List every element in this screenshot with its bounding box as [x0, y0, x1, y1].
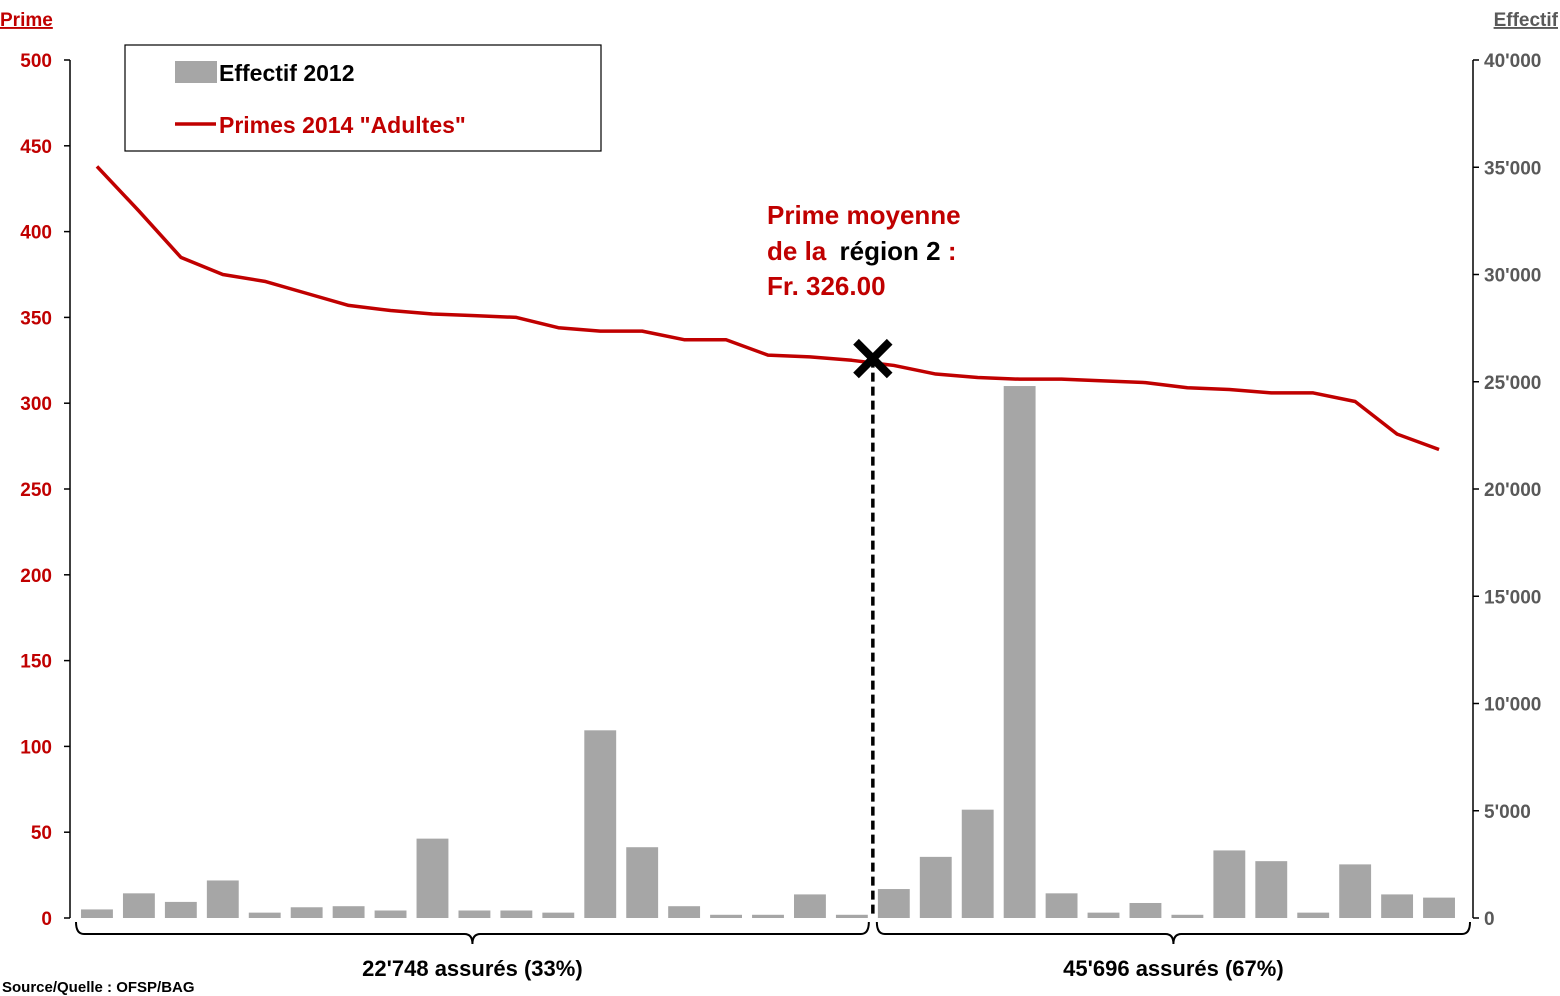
bar-effectif [332, 906, 365, 918]
left-tick-label: 450 [20, 137, 52, 158]
right-tick-label: 25'000 [1484, 373, 1541, 394]
bar-effectif [122, 893, 155, 918]
bar-effectif [374, 910, 407, 918]
bar-effectif [1297, 912, 1330, 918]
bar-effectif [416, 838, 449, 918]
group-braces [75, 921, 1471, 945]
right-axis-ticks: 0 5'000 10'000 15'000 20'000 25'000 30'000 35'0… [1473, 51, 1541, 930]
bar-effectif [584, 730, 617, 918]
bar-effectif [835, 914, 868, 918]
bar-series-effectif [81, 386, 1455, 918]
bar-effectif [1381, 894, 1414, 918]
right-tick-label: 35'000 [1484, 158, 1541, 179]
bar-effectif [1213, 850, 1246, 918]
annotation-line1: Prime moyenne [767, 200, 961, 230]
annotation-line2-region: région 2 [839, 236, 940, 266]
bar-effectif [248, 912, 281, 918]
bar-effectif [668, 906, 701, 918]
bar-effectif [290, 907, 323, 918]
bar-effectif [919, 856, 952, 918]
mean-x-stroke [853, 338, 893, 379]
right-tick-label: 15'000 [1484, 587, 1541, 608]
bar-effectif [1423, 897, 1455, 918]
right-tick-label: 0 [1484, 909, 1495, 930]
annotation-line2: de la région 2 : [767, 236, 957, 266]
bar-effectif [752, 914, 784, 918]
group-brace [875, 921, 1471, 945]
bar-effectif [1339, 864, 1372, 918]
left-axis-title: Prime [0, 10, 53, 31]
group-brace [75, 921, 870, 945]
bar-effectif [1003, 386, 1036, 918]
right-tick-label: 30'000 [1484, 266, 1541, 287]
left-tick-label: 200 [20, 566, 52, 587]
bar-effectif [206, 880, 239, 918]
left-tick-label: 350 [20, 308, 52, 329]
bar-effectif [1129, 902, 1162, 918]
mean-x-marker [853, 338, 893, 379]
right-tick-label: 20'000 [1484, 480, 1541, 501]
right-tick-label: 10'000 [1484, 695, 1541, 716]
right-axis-title: Effectif [1494, 10, 1559, 31]
group-label-right: 45'696 assurés (67%) [1063, 956, 1284, 981]
annotation-line2-colon: : [941, 236, 957, 266]
bar-effectif [500, 910, 533, 918]
left-tick-label: 50 [31, 823, 52, 844]
left-tick-label: 100 [20, 737, 52, 758]
legend-bar-swatch [175, 61, 217, 83]
bar-effectif [1087, 912, 1120, 918]
source-note: Source/Quelle : OFSP/BAG [2, 979, 195, 996]
right-tick-label: 40'000 [1484, 51, 1541, 72]
left-tick-label: 150 [20, 652, 52, 673]
left-tick-label: 500 [20, 51, 52, 72]
bar-effectif [794, 894, 826, 918]
bar-effectif [877, 889, 910, 918]
right-tick-label: 5'000 [1484, 802, 1531, 823]
left-tick-label: 250 [20, 480, 52, 501]
annotation-line3: Fr. 326.00 [767, 271, 886, 301]
bar-effectif [81, 909, 113, 918]
bar-effectif [164, 901, 197, 918]
bar-effectif [542, 912, 575, 918]
group-label-left: 22'748 assurés (33%) [362, 956, 583, 981]
legend-item-primes: Primes 2014 "Adultes" [219, 112, 466, 138]
left-tick-label: 400 [20, 223, 52, 244]
line-series-primes [95, 165, 1440, 452]
legend: Effectif 2012 Primes 2014 "Adultes" [124, 44, 602, 152]
bar-effectif [710, 914, 742, 918]
bar-effectif [1255, 861, 1288, 918]
bar-effectif [1045, 893, 1078, 918]
bar-effectif [458, 910, 491, 918]
bar-effectif [961, 809, 994, 918]
bar-effectif [626, 847, 659, 918]
bar-effectif [1171, 914, 1204, 918]
legend-item-effectif: Effectif 2012 [219, 60, 355, 86]
left-tick-label: 300 [20, 394, 52, 415]
annotation-line2-prefix: de la [767, 236, 833, 266]
left-axis-ticks: 0 50 100 150 200 250 300 350 400 450 500 [20, 51, 70, 930]
left-tick-label: 0 [41, 909, 52, 930]
